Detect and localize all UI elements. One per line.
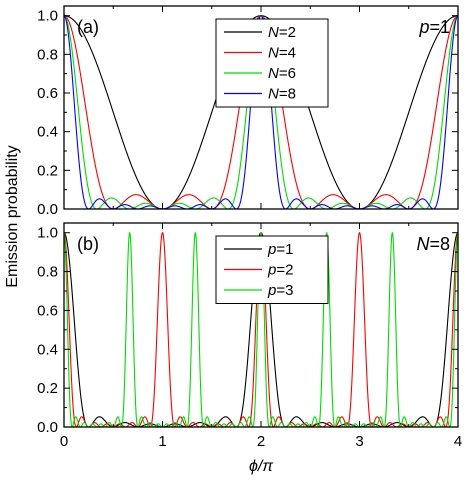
panel-a: 0.00.20.40.60.81.0 (a) p=1 N=2N=4N=6N=8 (37, 5, 459, 218)
y-tick-label: 0.8 (37, 46, 58, 63)
legend-entry-var: N (268, 45, 279, 62)
y-tick-label: 0.4 (37, 124, 58, 141)
y-tick-label: 0.6 (37, 302, 58, 319)
legend-entry: p=3 (267, 282, 293, 299)
y-tick-label: 0.4 (37, 341, 58, 358)
y-axis-title: Emission probability (4, 145, 21, 287)
legend-entry-value: =2 (279, 24, 296, 41)
y-tick-label: 1.0 (37, 225, 58, 242)
panel-b-param-label: N=8 (416, 234, 450, 254)
legend-entry: N=2 (268, 24, 296, 41)
legend-entry: p=1 (267, 241, 293, 258)
y-tick-label: 0.2 (37, 380, 58, 397)
legend-entry: N=4 (268, 45, 296, 62)
legend-entry-value: =3 (276, 282, 293, 299)
panel-b-ticks: 0 1 2 3 4 0.0 0.2 0.4 0.6 0.8 1.0 (37, 223, 462, 450)
panel-a-param-value: =1 (429, 17, 450, 37)
series-line-N8 (63, 15, 459, 210)
panel-b-param-var: N (416, 234, 430, 254)
legend-entry: N=8 (268, 86, 296, 103)
legend-entry-value: =4 (279, 45, 296, 62)
legend-entry-var: p (267, 241, 276, 258)
legend-entry-value: =8 (279, 86, 296, 103)
panel-b: 0 1 2 3 40.00.20.40.60.81.0 (b) N=8 p=1p=2p=… (37, 222, 462, 450)
legend-entry: p=2 (267, 262, 293, 279)
panel-a-legend: N=2N=4N=6N=8 (215, 18, 329, 108)
legend-entry-value: =1 (276, 241, 293, 258)
legend-entry-var: N (268, 24, 279, 41)
legend-entry: N=6 (268, 65, 296, 82)
legend-entry-var: p (267, 262, 276, 279)
panel-b-legend: p=1p=2p=3 (215, 235, 329, 304)
panel-a-param-label: p=1 (418, 17, 450, 37)
x-tick-label: 2 (257, 433, 265, 450)
panel-b-param-value: =8 (429, 234, 450, 254)
x-tick-label: 4 (454, 433, 462, 450)
x-tick-label: 0 (60, 433, 68, 450)
panel-a-ticks: 0.0 0.2 0.4 0.6 0.8 1.0 (37, 6, 459, 218)
y-tick-label: 0.0 (37, 419, 58, 436)
y-tick-label: 0.2 (37, 162, 58, 179)
panel-b-series (63, 231, 459, 428)
panel-b-tag: (b) (77, 234, 99, 254)
legend-entry-value: =2 (276, 262, 293, 279)
y-tick-label: 0.8 (37, 264, 58, 281)
legend-entry-var: N (268, 86, 279, 103)
x-tick-label: 1 (158, 433, 166, 450)
x-axis-title: ϕ/π (249, 458, 273, 475)
legend-entry-value: =6 (279, 65, 296, 82)
y-tick-label: 0.6 (37, 85, 58, 102)
legend-entry-var: N (268, 65, 279, 82)
legend-box (215, 18, 329, 108)
series-line-p3 (63, 231, 459, 428)
legend-entry-var: p (267, 282, 276, 299)
panel-a-param-var: p (418, 17, 429, 37)
x-tick-label: 3 (355, 433, 363, 450)
y-tick-label: 1.0 (37, 8, 58, 25)
panel-a-tag: (a) (77, 17, 99, 37)
y-tick-label: 0.0 (37, 201, 58, 218)
